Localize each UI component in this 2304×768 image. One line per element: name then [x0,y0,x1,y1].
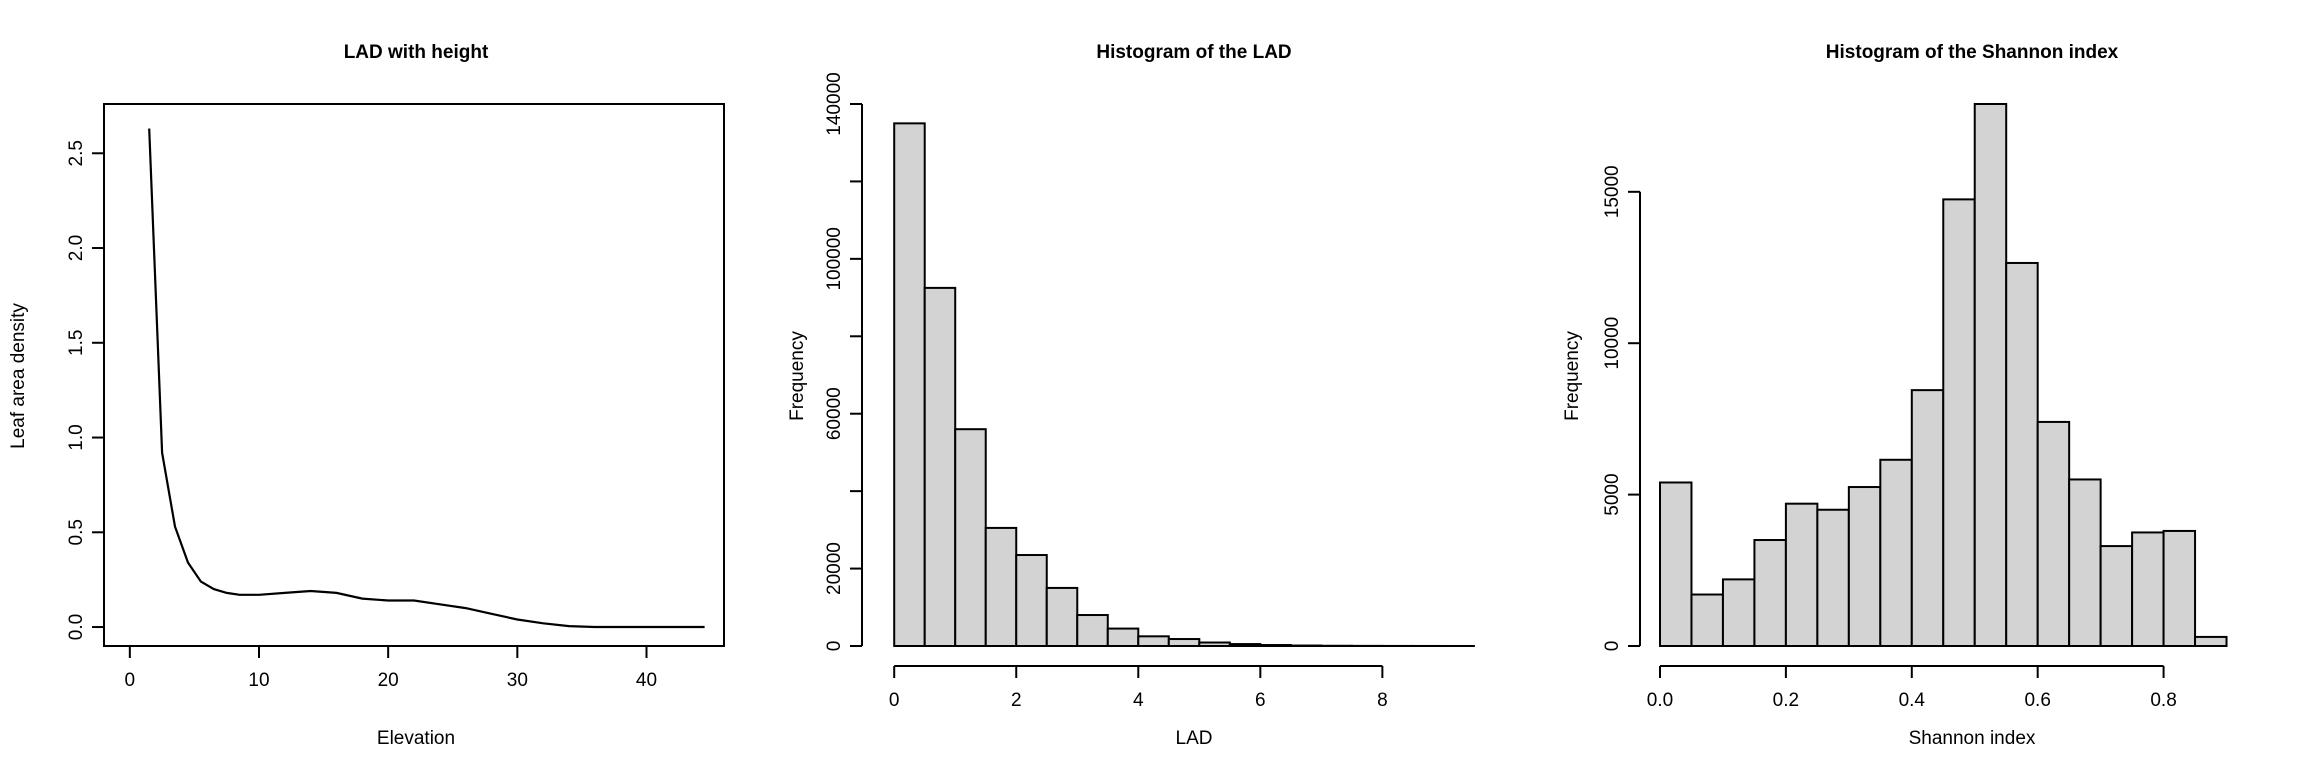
x-tick-label: 0.0 [1647,690,1673,711]
chart-title: Histogram of the Shannon index [1826,42,2119,63]
x-tick-label: 0.4 [1899,690,1926,711]
histogram-bar [1045,586,1079,648]
x-tick-label: 20 [378,670,399,691]
histogram-bar [923,286,957,647]
y-tick-label: 5000 [1602,473,1623,515]
x-tick-label: 0 [889,690,900,711]
histogram-bar [2005,261,2039,647]
x-axis-label: Elevation [377,728,455,749]
y-tick-label: 100000 [824,227,845,290]
x-tick-label: 0 [125,670,136,691]
x-axis-label: LAD [1176,728,1213,749]
panel-histogram-shannon: Histogram of the Shannon index Shannon i… [1562,42,2228,749]
histogram-bar [1753,539,1787,647]
x-axis-label: Shannon index [1909,728,2036,749]
histogram-bar [1015,554,1048,647]
histogram-bar [1942,198,1976,647]
x-tick-label: 10 [248,670,269,691]
y-tick-label: 10000 [1602,317,1623,370]
histogram-bar [2194,635,2228,647]
x-tick-label: 0.8 [2150,690,2176,711]
y-axis-label: Leaf area density [8,303,29,449]
y-tick-label: 1.0 [66,424,87,450]
y-tick-label: 0 [824,641,845,652]
histogram-bar [1879,458,1913,648]
histogram-bar [1198,641,1231,647]
y-tick-label: 1.5 [66,330,87,356]
histogram-bar [2068,478,2102,647]
y-tick-label: 0.5 [66,519,87,545]
histogram-bar [893,122,926,648]
histogram-bar [1659,481,1693,647]
histogram-bar [954,428,987,648]
x-tick-label: 2 [1011,690,1022,711]
y-tick-label: 2.5 [66,140,87,166]
x-tick-label: 8 [1377,690,1388,711]
y-axis-label: Frequency [1562,331,1583,421]
histogram-bar [1690,593,1724,648]
chart-title: Histogram of the LAD [1096,42,1291,63]
y-tick-label: 140000 [824,72,845,135]
histogram-bar [1167,638,1201,648]
histogram-bar [1973,103,2008,647]
y-tick-label: 15000 [1602,165,1623,218]
x-tick-label: 40 [636,670,657,691]
series-line [148,128,705,629]
y-tick-label: 20000 [824,542,845,595]
histogram-bar [984,526,1018,648]
x-tick-label: 6 [1255,690,1266,711]
y-tick-label: 0.0 [66,614,87,640]
panel-histogram-lad: Histogram of the LAD LAD Frequency 0 2 4 6 8… [787,42,1475,749]
y-tick-label: 0 [1602,641,1623,652]
panel-lad-with-height: LAD with height Elevation Leaf area dens… [8,42,725,749]
histogram-bar [1721,578,1756,648]
histogram-bar [1910,389,1945,648]
histogram-bar [2036,420,2071,647]
histogram-bar [1259,644,1292,648]
histogram-bar [1816,508,1850,647]
y-axis-label: Frequency [787,331,808,421]
y-tick-label: 60000 [824,387,845,440]
histogram-bar [1137,635,1170,647]
chart-title: LAD with height [344,42,489,63]
x-tick-label: 0.6 [2024,690,2050,711]
histogram-bar [2131,531,2165,647]
x-tick-label: 30 [507,670,528,691]
histogram-bar [1847,486,1882,647]
y-tick-label: 2.0 [66,235,87,261]
histogram-bar [1228,643,1262,647]
histogram-bar [1106,627,1140,647]
plot-box [103,103,725,647]
x-tick-label: 4 [1133,690,1144,711]
histogram-bar [1784,502,1819,648]
histogram-bar [1076,614,1109,647]
histogram-bar [2099,545,2134,647]
x-tick-label: 0.2 [1773,690,1799,711]
histogram-bar [2162,529,2197,647]
